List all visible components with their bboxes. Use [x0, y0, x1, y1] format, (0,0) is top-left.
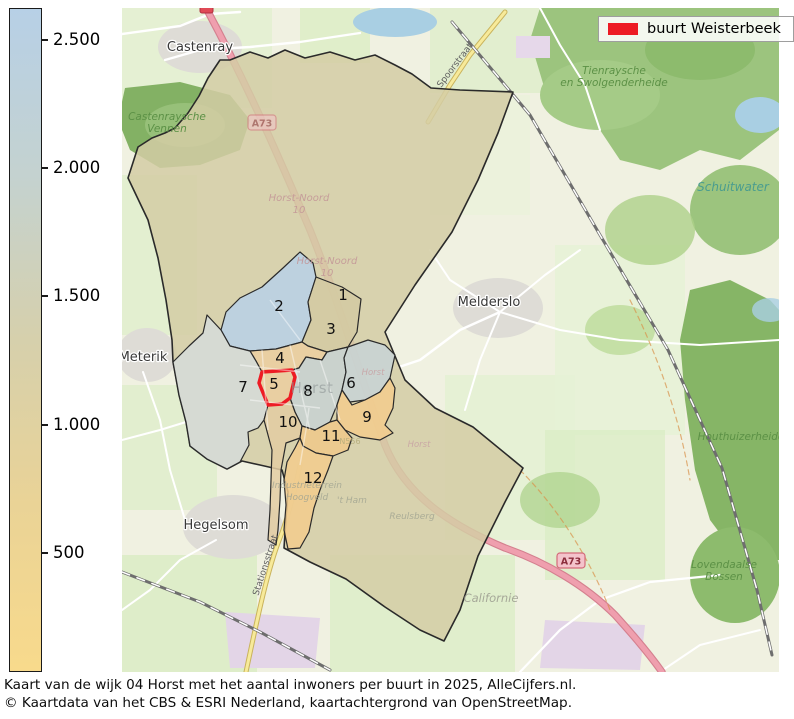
region-10-number: 10: [278, 413, 297, 431]
svg-text:A73: A73: [561, 557, 582, 568]
colorbar-tickmark-2.000: [42, 167, 48, 170]
map-label-horst: Horst: [291, 379, 334, 397]
road-shield-a73: A73: [556, 552, 586, 569]
region-3-number: 3: [326, 320, 336, 338]
town-streets-overlay: [239, 299, 341, 466]
region-9-number: 9: [362, 408, 372, 426]
map-label-hegelsom: Hegelsom: [183, 518, 248, 533]
road-shields: A73 A73: [199, 8, 586, 569]
colorbar-ticklabel-500: 500: [53, 543, 85, 563]
legend-swatch: [608, 23, 638, 35]
road-shield-a73: [199, 8, 214, 14]
region-2-number: 2: [274, 297, 284, 315]
population-colorbar: [9, 8, 42, 672]
region-12-number: 12: [303, 469, 322, 487]
caption: Kaart van de wijk 04 Horst met het aanta…: [4, 677, 576, 712]
region-7-number: 7: [238, 378, 248, 396]
colorbar-tickmark-1.000: [42, 423, 48, 426]
region-4-number: 4: [275, 349, 285, 367]
map-label-horst: Horst: [362, 368, 386, 378]
map-label-horst-noord-10: Horst-Noord 10: [269, 193, 330, 216]
map-label-castenray: Castenray: [167, 40, 233, 55]
svg-text:A73: A73: [252, 119, 273, 130]
map-label-n556: N556: [339, 437, 360, 446]
colorbar-tickmark-500: [42, 552, 48, 555]
map-label-reulsberg: Reulsberg: [389, 512, 435, 522]
map-labels: Castenray Castenraysche Vennen Horst-Noord 1…: [122, 39, 779, 605]
map-label-castenraysche-vennen: Castenraysche Vennen: [128, 111, 206, 135]
map-label-houthuizerheide: Houthuizerheide: [698, 431, 779, 443]
map-label-meterik: Meterik: [122, 350, 168, 365]
map-label-lovendaalse-bossen: Lovendaalse Bossen: [691, 559, 757, 583]
legend-label: buurt Weisterbeek: [647, 21, 781, 37]
map-label-horst-noord-10: Horst-Noord 10: [297, 256, 358, 279]
caption-line-1: Kaart van de wijk 04 Horst met het aanta…: [4, 677, 577, 693]
map-label--t-ham: 't Ham: [337, 496, 367, 506]
colorbar-tickmark-1.500: [42, 295, 48, 298]
region-5-weisterbeek: [257, 368, 297, 407]
region-11-number: 11: [321, 427, 340, 445]
road-shield-a73: A73: [247, 114, 277, 131]
map-label-californie: Californie: [464, 591, 519, 605]
colorbar-ticklabel-1.500: 1.500: [53, 286, 101, 306]
map-label-tienraysche-en-swolgenderheide: Tienraysche en Swolgenderheide: [560, 65, 667, 89]
colorbar-ticklabel-2.000: 2.000: [53, 158, 101, 178]
caption-line-2: © Kaartdata van het CBS & ESRI Nederland…: [4, 694, 573, 711]
legend-box: buurt Weisterbeek: [598, 16, 794, 42]
colorbar-ticklabel-2.500: 2.500: [53, 29, 101, 49]
region-10: [263, 397, 303, 546]
region-8-number: 8: [303, 382, 313, 400]
map-label-industrieterrein-hoogveld: Industrieterrein Hoogveld: [272, 481, 342, 503]
region-6-number: 6: [346, 374, 356, 392]
region-12: [283, 437, 334, 550]
map-label-schuitwater: Schuitwater: [697, 180, 770, 194]
buurt-regions: [127, 49, 524, 642]
map-canvas: Castenray Castenraysche Vennen Horst-Noord 1…: [122, 8, 779, 672]
region-1-number: 1: [338, 286, 348, 304]
map-label-horst: Horst: [408, 440, 432, 450]
map-label-melderslo: Melderslo: [458, 295, 521, 310]
region-7: [172, 314, 269, 470]
colorbar-tickmark-2.500: [42, 38, 48, 41]
colorbar-ticklabel-1.000: 1.000: [53, 414, 101, 434]
region-5-number: 5: [269, 375, 279, 393]
